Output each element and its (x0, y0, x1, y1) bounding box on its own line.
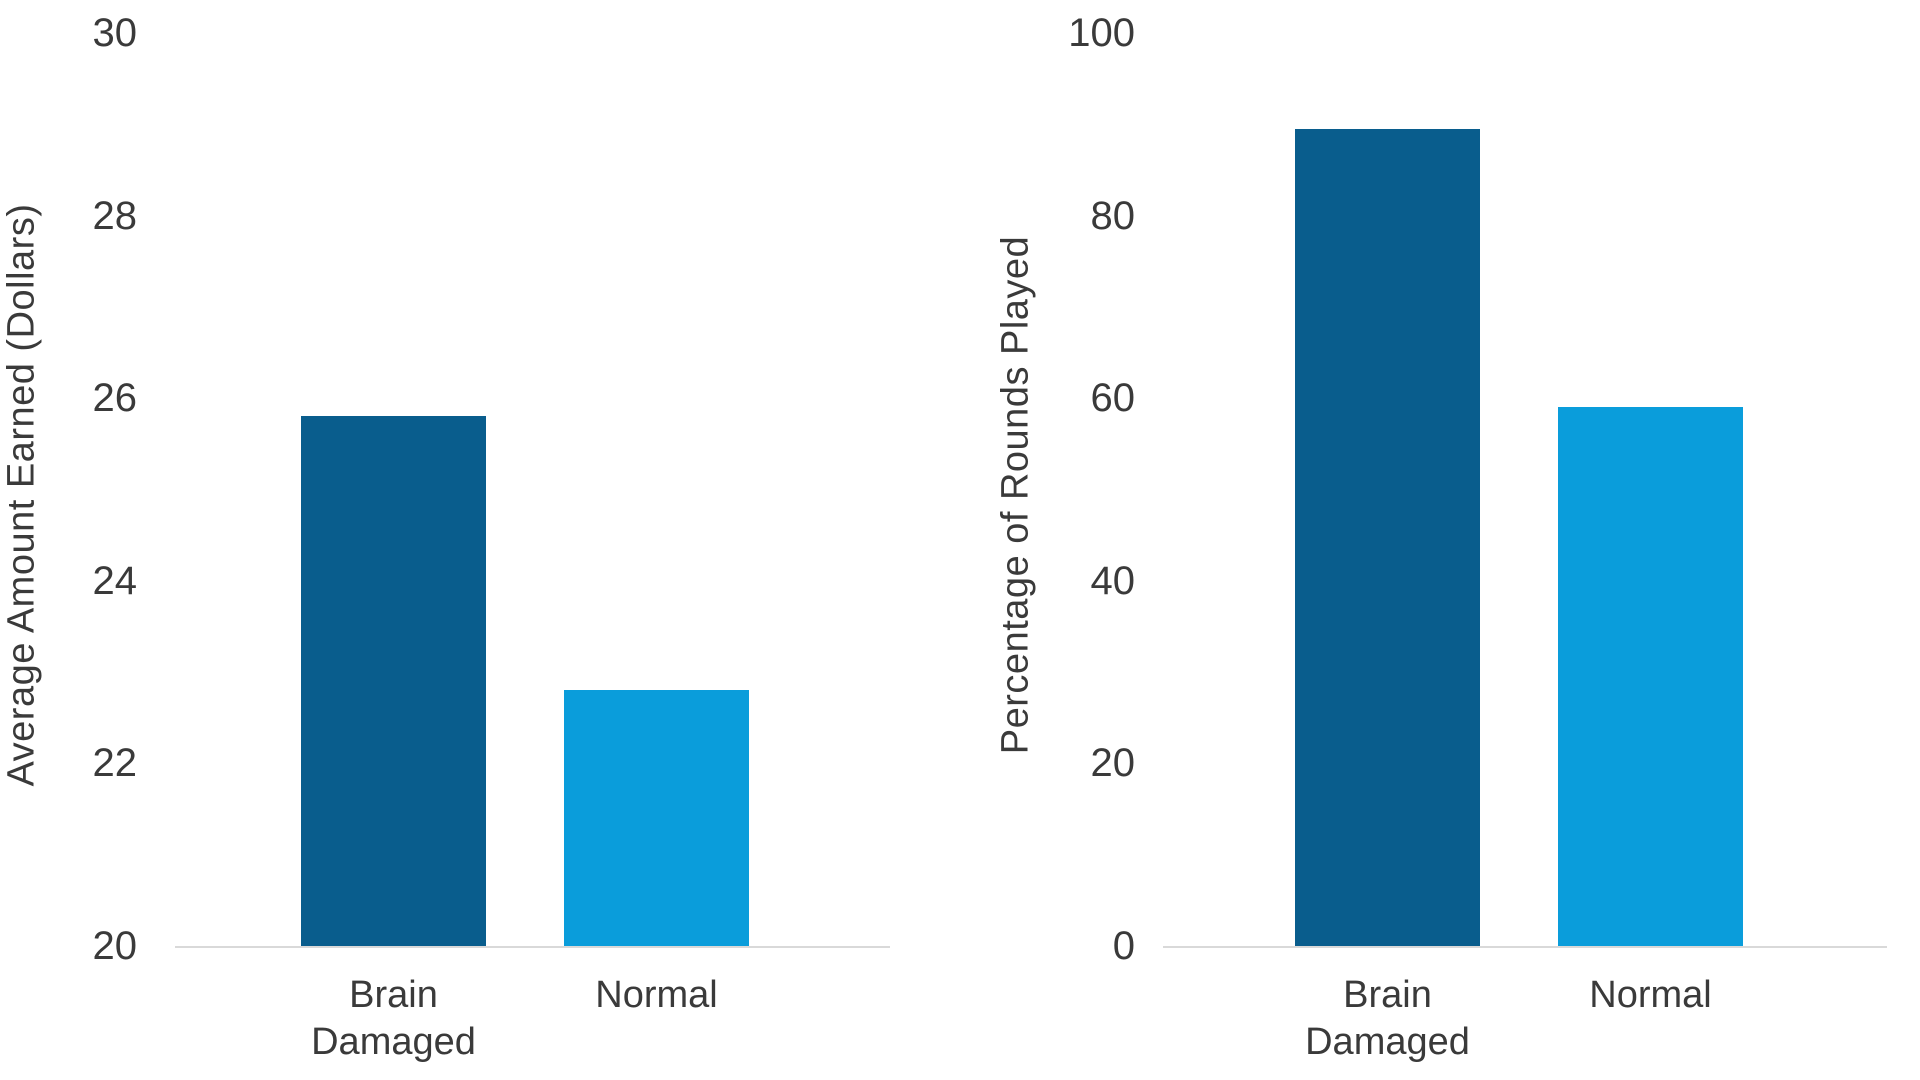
y-tick-label: 40 (1090, 558, 1136, 603)
y-tick-label: 22 (92, 741, 138, 786)
bar-normal (564, 690, 749, 946)
bar-brain-damaged (1295, 128, 1480, 946)
y-tick-label: 30 (92, 11, 138, 55)
bar-normal (1558, 407, 1743, 946)
y-tick-label: 28 (92, 193, 138, 238)
category-label-brain-damaged: Brain Damaged (1305, 974, 1470, 1063)
category-label-normal: Normal (1589, 974, 1712, 1016)
x-axis-line (175, 946, 890, 948)
y-tick-label: 100 (1068, 11, 1135, 55)
category-label-brain-damaged: Brain Damaged (311, 974, 476, 1063)
y-tick-label: 0 (1112, 924, 1135, 968)
y-tick-label: 80 (1090, 193, 1136, 238)
x-axis-line (1163, 946, 1887, 948)
y-tick-label: 20 (92, 924, 138, 968)
y-tick-label: 20 (1090, 741, 1136, 786)
right-y-axis-title: Percentage of Rounds Played (994, 235, 1037, 755)
y-tick-label: 26 (92, 376, 138, 421)
y-tick-label: 24 (92, 558, 138, 603)
y-tick-label: 60 (1090, 376, 1136, 421)
category-label-normal: Normal (595, 974, 718, 1016)
bar-brain-damaged (301, 416, 486, 946)
